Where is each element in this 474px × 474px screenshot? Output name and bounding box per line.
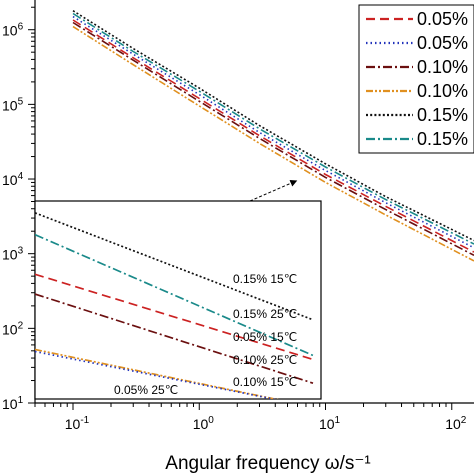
legend-label-1: 0.05%: [417, 33, 468, 53]
x-tick-label-1: 100: [193, 415, 215, 432]
x-tick-label-0: 10-1: [65, 415, 90, 432]
series-line-3: [72, 25, 474, 262]
inset-annotation-5: 0.05% 25℃: [114, 383, 178, 397]
legend-label-5: 0.15%: [417, 129, 468, 149]
inset-annotation-2: 0.05% 15℃: [233, 330, 297, 344]
inset-annotation-3: 0.10% 25℃: [233, 353, 297, 367]
inset-frame: [34, 200, 322, 400]
inset: 0.15% 15℃ 0.15% 25℃ 0.05% 15℃ 0.10% 25℃ 0.10…: [34, 180, 322, 400]
inset-annotation-0: 0.15% 15℃: [233, 272, 297, 286]
y-tick-label-3: 104: [2, 171, 24, 188]
inset-annotation-1: 0.15% 25℃: [233, 307, 297, 321]
y-tick-label-1: 102: [2, 320, 24, 337]
x-tick-label-3: 102: [445, 415, 467, 432]
inset-series-layer: [35, 212, 314, 399]
legend-label-3: 0.10%: [417, 81, 468, 101]
inset-series-line-2: [35, 273, 314, 361]
y-tick-label-0: 101: [2, 395, 24, 412]
legend-label-2: 0.10%: [417, 57, 468, 77]
y-tick-label-4: 105: [2, 96, 24, 113]
inset-annotation-4: 0.10% 15℃: [233, 375, 297, 389]
legend-frame: [358, 4, 474, 154]
legend: 0.05% 0.05% 0.10% 0.10% 0.15% 0.15%: [358, 4, 474, 154]
legend-label-0: 0.05%: [417, 9, 468, 29]
inset-series-line-4: [35, 348, 279, 399]
series-layer: [72, 10, 474, 262]
series-line-2: [72, 21, 474, 257]
x-tick-label-2: 101: [319, 415, 341, 432]
x-axis-title: Angular frequency ω/s⁻¹: [165, 453, 370, 474]
series-line-0: [72, 19, 474, 253]
inset-series-line-0: [35, 212, 314, 321]
y-tick-label-2: 103: [2, 246, 24, 263]
y-tick-label-5: 106: [2, 22, 24, 39]
series-line-4: [72, 10, 474, 242]
legend-label-4: 0.15%: [417, 105, 468, 125]
inset-series-line-3: [35, 293, 314, 384]
callout-arrow: [249, 180, 298, 202]
series-line-5: [72, 12, 474, 245]
